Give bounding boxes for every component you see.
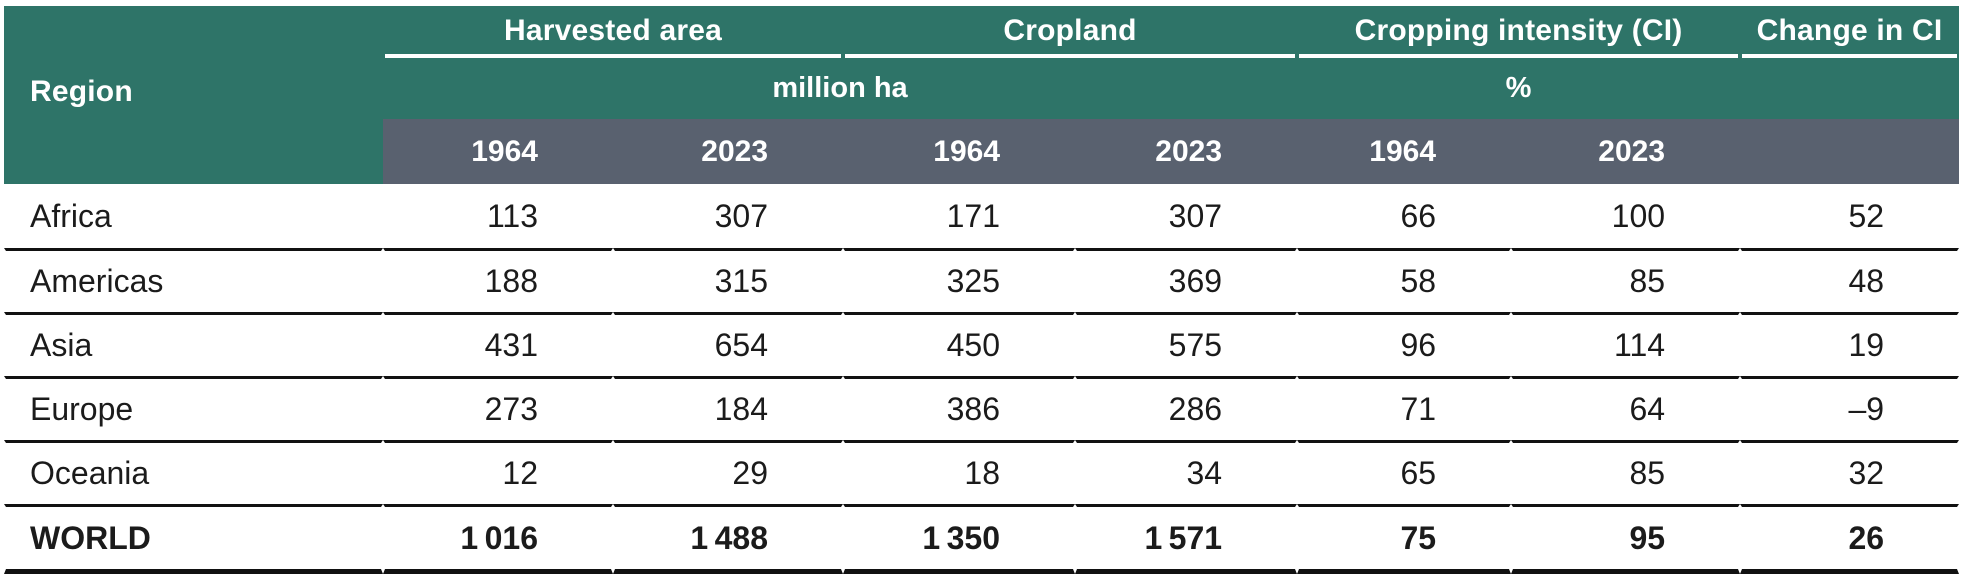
year-header-empty <box>1740 119 1960 184</box>
value-cell: 29 <box>613 440 844 504</box>
value-cell: 1 350 <box>843 504 1076 574</box>
group-header-change-in-ci: Change in CI <box>1740 6 1960 58</box>
value-cell: 386 <box>843 376 1076 440</box>
value-cell: 315 <box>613 248 844 312</box>
region-label: Africa <box>4 184 383 248</box>
unit-label-empty <box>1740 58 1960 119</box>
year-header-harvested-1964: 1964 <box>383 119 613 184</box>
year-header-cropland-2023: 2023 <box>1075 119 1298 184</box>
value-cell: 71 <box>1297 376 1512 440</box>
value-cell: 431 <box>383 312 613 376</box>
region-label: WORLD <box>4 504 383 574</box>
year-header-intensity-2023: 2023 <box>1511 119 1741 184</box>
value-cell: 75 <box>1297 504 1512 574</box>
table-row-europe: Europe 273 184 386 286 71 64 –9 <box>4 376 1960 440</box>
value-cell: –9 <box>1740 376 1960 440</box>
unit-label-percent: % <box>1297 58 1741 119</box>
value-cell: 184 <box>613 376 844 440</box>
unit-label-million-ha: million ha <box>383 58 1298 119</box>
value-cell: 1 016 <box>383 504 613 574</box>
value-cell: 34 <box>1075 440 1298 504</box>
value-cell: 52 <box>1740 184 1960 248</box>
value-cell: 48 <box>1740 248 1960 312</box>
year-header-intensity-1964: 1964 <box>1297 119 1512 184</box>
region-label: Asia <box>4 312 383 376</box>
value-cell: 64 <box>1511 376 1741 440</box>
table-row-americas: Americas 188 315 325 369 58 85 48 <box>4 248 1960 312</box>
value-cell: 96 <box>1297 312 1512 376</box>
year-header-row: 1964 2023 1964 2023 1964 2023 <box>4 119 1960 184</box>
table-row-oceania: Oceania 12 29 18 34 65 85 32 <box>4 440 1960 504</box>
group-header-cropping-intensity: Cropping intensity (CI) <box>1297 6 1741 58</box>
table-header: Region Harvested area Cropland Cropping … <box>4 6 1960 184</box>
unit-header-row: million ha % <box>4 58 1960 119</box>
value-cell: 12 <box>383 440 613 504</box>
table-row-asia: Asia 431 654 450 575 96 114 19 <box>4 312 1960 376</box>
value-cell: 450 <box>843 312 1076 376</box>
value-cell: 26 <box>1740 504 1960 574</box>
value-cell: 114 <box>1511 312 1741 376</box>
value-cell: 18 <box>843 440 1076 504</box>
value-cell: 654 <box>613 312 844 376</box>
group-header-harvested-area: Harvested area <box>383 6 844 58</box>
value-cell: 307 <box>613 184 844 248</box>
table-row-africa: Africa 113 307 171 307 66 100 52 <box>4 184 1960 248</box>
value-cell: 171 <box>843 184 1076 248</box>
value-cell: 100 <box>1511 184 1741 248</box>
table-body: Africa 113 307 171 307 66 100 52 America… <box>4 184 1960 574</box>
value-cell: 1 488 <box>613 504 844 574</box>
value-cell: 113 <box>383 184 613 248</box>
value-cell: 1 571 <box>1075 504 1298 574</box>
value-cell: 58 <box>1297 248 1512 312</box>
region-label: Oceania <box>4 440 383 504</box>
value-cell: 19 <box>1740 312 1960 376</box>
region-label: Europe <box>4 376 383 440</box>
cropping-intensity-table: Region Harvested area Cropland Cropping … <box>4 6 1960 574</box>
value-cell: 575 <box>1075 312 1298 376</box>
value-cell: 85 <box>1511 440 1741 504</box>
year-header-cropland-1964: 1964 <box>843 119 1076 184</box>
value-cell: 65 <box>1297 440 1512 504</box>
value-cell: 307 <box>1075 184 1298 248</box>
value-cell: 188 <box>383 248 613 312</box>
value-cell: 85 <box>1511 248 1741 312</box>
value-cell: 325 <box>843 248 1076 312</box>
year-header-harvested-2023: 2023 <box>613 119 844 184</box>
value-cell: 95 <box>1511 504 1741 574</box>
group-header-cropland: Cropland <box>843 6 1298 58</box>
group-header-row: Region Harvested area Cropland Cropping … <box>4 6 1960 184</box>
value-cell: 286 <box>1075 376 1298 440</box>
value-cell: 32 <box>1740 440 1960 504</box>
region-column-header: Region <box>4 6 383 184</box>
value-cell: 273 <box>383 376 613 440</box>
value-cell: 66 <box>1297 184 1512 248</box>
region-label: Americas <box>4 248 383 312</box>
value-cell: 369 <box>1075 248 1298 312</box>
table-row-world-total: WORLD 1 016 1 488 1 350 1 571 75 95 26 <box>4 504 1960 574</box>
